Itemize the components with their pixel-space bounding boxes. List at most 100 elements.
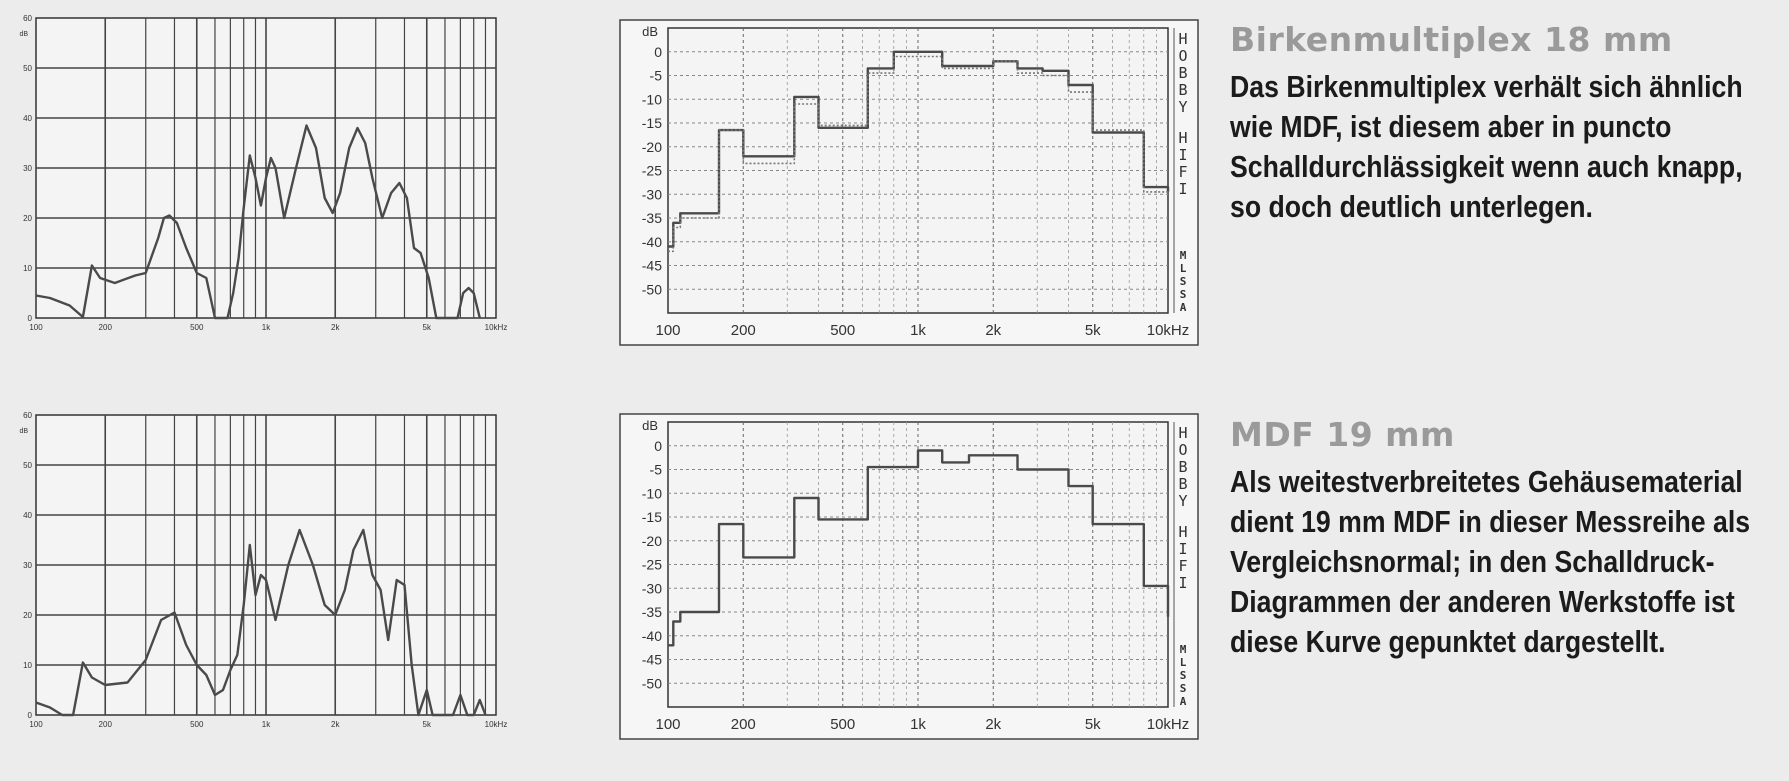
y-tick-label: 0 <box>654 44 662 60</box>
y-tick-label: 50 <box>23 461 32 470</box>
y-tick-label: -50 <box>642 675 662 691</box>
side-label2-char: S <box>1180 275 1187 288</box>
side-label-char: B <box>1178 458 1187 476</box>
series-line <box>668 449 1170 647</box>
x-tick-label: 200 <box>731 322 756 339</box>
y-tick-label: -15 <box>642 509 662 525</box>
x-tick-label: 10kHz <box>485 323 508 332</box>
unit-label: dB <box>19 428 28 435</box>
x-tick-label: 2k <box>985 322 1001 339</box>
x-tick-label: 200 <box>99 323 113 332</box>
y-tick-label: -10 <box>642 91 662 107</box>
side-label-char: F <box>1178 557 1187 575</box>
y-tick-label: 40 <box>23 511 32 520</box>
x-tick-label: 500 <box>830 322 855 339</box>
side-label2-char: S <box>1180 669 1187 682</box>
side-label2-char: S <box>1180 682 1187 695</box>
x-tick-label: 500 <box>830 716 855 733</box>
birke-text-block: Birkenmultiplex 18 mm Das Birkenmultiple… <box>1230 20 1785 227</box>
x-tick-label: 2k <box>331 720 340 729</box>
side-label-char: I <box>1178 574 1187 592</box>
y-tick-label: 20 <box>23 611 32 620</box>
y-tick-label: 30 <box>23 561 32 570</box>
x-tick-label: 100 <box>29 720 43 729</box>
mdf-spl-chart: 100 200 500 1k 2k 5k 10kHz 0 -5 -10 -15 -20 -25 -30 -3… <box>610 412 1200 762</box>
birke-heading: Birkenmultiplex 18 mm <box>1230 20 1673 59</box>
side-label-char: O <box>1178 441 1187 459</box>
x-tick-label: 10kHz <box>1147 322 1190 339</box>
x-tick-label: 500 <box>190 720 204 729</box>
x-tick-label: 100 <box>655 322 680 339</box>
x-tick-label: 500 <box>190 323 204 332</box>
series-line-dotted <box>668 55 1169 253</box>
mdf-heading: MDF 19 mm <box>1230 415 1455 454</box>
birke-impedance-chart: 100 200 500 1k 2k 5k 10kHz 60 50 40 30 20 10 0 dB <box>8 8 558 338</box>
y-tick-label: -5 <box>650 462 663 478</box>
y-tick-label: -30 <box>642 186 662 202</box>
x-tick-label: 200 <box>731 716 756 733</box>
x-tick-label: 1k <box>910 716 926 733</box>
y-tick-label: -30 <box>642 580 662 596</box>
side-label-char: I <box>1178 180 1187 198</box>
y-tick-label: 30 <box>23 164 32 173</box>
y-tick-label: 10 <box>23 264 32 273</box>
y-tick-label: 60 <box>23 14 32 23</box>
y-tick-label: -35 <box>642 604 662 620</box>
side-label-char: O <box>1178 47 1187 65</box>
y-tick-label: -50 <box>642 281 662 297</box>
y-tick-label: -25 <box>642 557 662 573</box>
x-tick-label: 100 <box>29 323 43 332</box>
y-tick-label: -25 <box>642 163 662 179</box>
y-tick-label: -15 <box>642 115 662 131</box>
x-tick-label: 5k <box>1085 716 1101 733</box>
side-label-char: F <box>1178 163 1187 181</box>
x-tick-label: 100 <box>655 716 680 733</box>
unit-label: dB <box>19 31 28 38</box>
x-tick-label: 10kHz <box>1147 716 1190 733</box>
series-line <box>35 124 481 320</box>
side-label2-char: M <box>1180 249 1187 262</box>
y-tick-label: -40 <box>642 628 662 644</box>
side-label2-char: L <box>1180 656 1187 669</box>
unit-label: dB <box>642 418 658 433</box>
side-label-char: B <box>1178 475 1187 493</box>
y-tick-label: -5 <box>650 68 663 84</box>
side-label2-char: M <box>1180 643 1187 656</box>
x-tick-label: 1k <box>910 322 926 339</box>
x-tick-label: 1k <box>262 720 271 729</box>
y-tick-label: 0 <box>654 438 662 454</box>
unit-label: dB <box>642 24 658 39</box>
side-label-char: H <box>1178 129 1187 147</box>
side-label-char: Y <box>1178 492 1187 510</box>
mdf-text-block: MDF 19 mm Als weitestverbreitetes Gehäus… <box>1230 415 1785 662</box>
side-label2-char: L <box>1180 262 1187 275</box>
y-tick-label: -35 <box>642 210 662 226</box>
y-tick-label: 10 <box>23 661 32 670</box>
side-label-char: H <box>1178 30 1187 48</box>
side-label2-char: S <box>1180 288 1187 301</box>
mdf-spl-chart-svg: 100 200 500 1k 2k 5k 10kHz 0 -5 -10 -15 -20 -25 -30 -3… <box>619 413 1199 740</box>
series-line <box>35 528 487 717</box>
x-tick-label: 2k <box>985 716 1001 733</box>
side-label-char: H <box>1178 523 1187 541</box>
birke-spl-chart-svg: 100 200 500 1k 2k 5k 10kHz 0 -5 -10 -15 -20 -25 -30 -3… <box>619 19 1199 346</box>
birke-spl-chart: 100 200 500 1k 2k 5k 10kHz 0 -5 -10 -15 -20 -25 -30 -3… <box>610 18 1200 368</box>
x-tick-label: 200 <box>99 720 113 729</box>
side-label-char: H <box>1178 424 1187 442</box>
y-tick-label: 0 <box>28 711 33 720</box>
y-tick-label: -40 <box>642 234 662 250</box>
side-label-char: I <box>1178 540 1187 558</box>
side-label2-char: A <box>1180 301 1187 314</box>
series-line <box>668 50 1170 248</box>
x-tick-label: 5k <box>1085 322 1101 339</box>
y-tick-label: 60 <box>23 411 32 420</box>
y-tick-label: 40 <box>23 114 32 123</box>
y-tick-label: -10 <box>642 485 662 501</box>
y-tick-label: -20 <box>642 533 662 549</box>
birke-description: Das Birkenmultiplex verhält sich ähnlich… <box>1230 69 1743 224</box>
side-label-char: Y <box>1178 98 1187 116</box>
side-label-char: I <box>1178 146 1187 164</box>
x-tick-label: 5k <box>423 323 432 332</box>
y-tick-label: 20 <box>23 214 32 223</box>
